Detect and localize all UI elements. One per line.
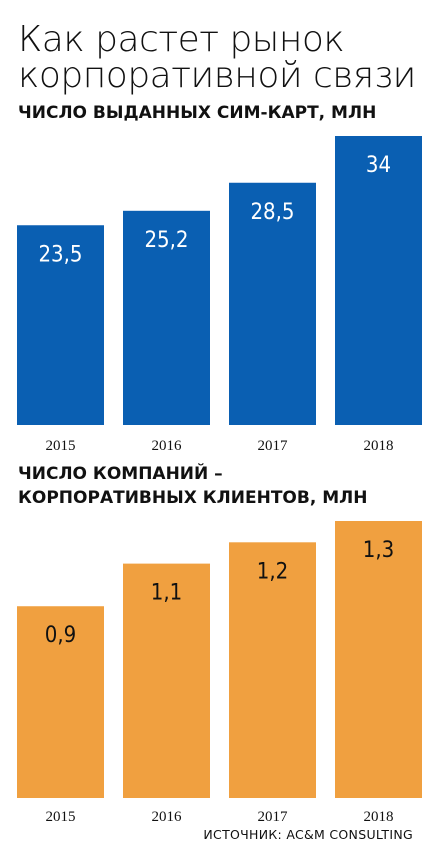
clients-tick-label-2018: 2018 [364, 809, 394, 825]
chart-1-title-text: ЧИСЛО ВЫДАННЫХ СИМ-КАРТ, МЛН [18, 103, 377, 123]
source-note: ИСТОЧНИК: AC&M CONSULTING [203, 827, 413, 842]
clients-bar-2018 [335, 521, 422, 798]
sim-tick-label-2016: 2016 [152, 438, 183, 454]
title-line-2: корпоративной связи [18, 55, 416, 96]
clients-bar-2017 [229, 542, 316, 798]
sim-value-label-2015: 23,5 [38, 242, 82, 267]
sim-value-label-2017: 28,5 [250, 200, 294, 225]
sim-value-label-2018: 34 [366, 153, 391, 178]
sim-cards-bar-chart: 23,5 2015 25,2 2016 28,5 2017 34 2018 [17, 136, 422, 454]
clients-bar-2016 [123, 563, 210, 798]
clients-value-label-2018: 1,3 [363, 538, 394, 563]
chart-1-title: ЧИСЛО ВЫДАННЫХ СИМ-КАРТ, МЛН [18, 101, 376, 125]
clients-bar-2015 [17, 606, 104, 798]
clients-tick-label-2015: 2015 [46, 809, 76, 825]
sim-bar-2017 [229, 182, 316, 425]
clients-value-label-2015: 0,9 [45, 623, 76, 648]
chart-2-title-line-2: КОРПОРАТИВНЫХ КЛИЕНТОВ, МЛН [18, 488, 368, 508]
sim-value-label-2016: 25,2 [144, 228, 188, 253]
infographic-title: Как растет рынок корпоративной связи [18, 22, 423, 94]
sim-tick-label-2018: 2018 [364, 438, 394, 454]
chart-2-title-line-1: ЧИСЛО КОМПАНИЙ – [18, 464, 223, 484]
clients-value-label-2016: 1,1 [151, 581, 182, 606]
sim-bar-2018 [335, 136, 422, 425]
sim-bar-2015 [17, 225, 104, 425]
sim-bar-2016 [123, 210, 210, 425]
title-line-1: Как растет рынок [18, 19, 345, 60]
clients-tick-label-2016: 2016 [152, 809, 183, 825]
clients-value-label-2017: 1,2 [257, 559, 288, 584]
sim-tick-label-2017: 2017 [258, 438, 289, 454]
sim-tick-label-2015: 2015 [46, 438, 76, 454]
chart-2-title: ЧИСЛО КОМПАНИЙ – КОРПОРАТИВНЫХ КЛИЕНТОВ,… [18, 462, 367, 510]
clients-tick-label-2017: 2017 [258, 809, 289, 825]
